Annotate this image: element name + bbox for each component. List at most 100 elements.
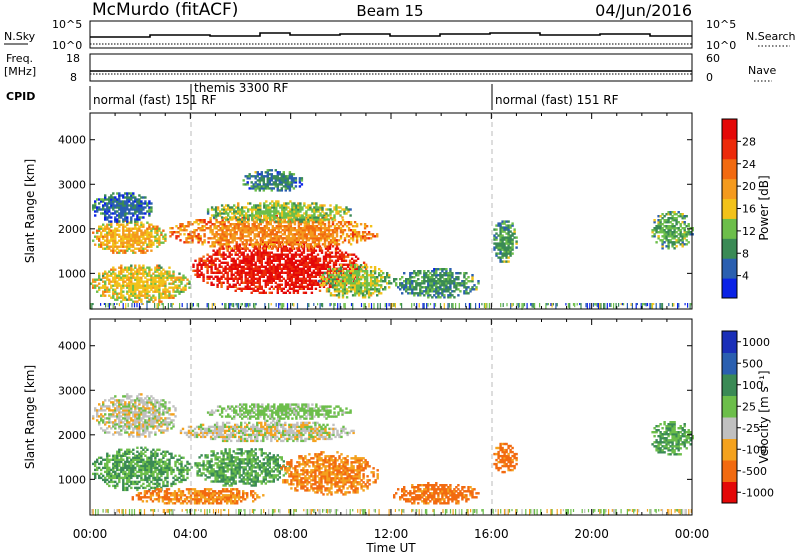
heatmap-cell — [370, 225, 372, 227]
heatmap-cell — [361, 303, 362, 307]
heatmap-cell — [401, 303, 402, 308]
heatmap-cell — [451, 303, 452, 308]
heatmap-cell — [419, 270, 421, 272]
heatmap-cell — [132, 192, 134, 194]
heatmap-cell — [457, 294, 459, 296]
heatmap-cell — [424, 303, 425, 309]
heatmap-cell — [222, 248, 224, 250]
heatmap-cell — [246, 247, 248, 249]
colorbar-segment — [722, 179, 737, 199]
heatmap-cell — [368, 231, 370, 233]
heatmap-cell — [453, 303, 454, 308]
heatmap-cell — [224, 303, 225, 308]
heatmap-cell — [545, 303, 546, 309]
heatmap-cell — [345, 212, 347, 214]
heatmap-cell — [159, 303, 160, 306]
heatmap-cell — [320, 303, 321, 309]
heatmap-cell — [340, 264, 342, 266]
heatmap-cell — [202, 274, 204, 276]
heatmap-cell — [593, 303, 594, 307]
heatmap-cell — [401, 292, 403, 294]
heatmap-cell — [179, 239, 181, 241]
heatmap-cell — [193, 233, 195, 235]
heatmap-cell — [677, 303, 678, 309]
heatmap-cell — [643, 303, 644, 305]
heatmap-cell — [228, 303, 229, 309]
heatmap-cell — [225, 208, 227, 210]
heatmap-cell — [459, 272, 461, 274]
heatmap-cell — [341, 216, 343, 218]
heatmap-cell — [134, 248, 136, 250]
y-tick-label: 2000 — [58, 223, 86, 236]
heatmap-cell — [171, 233, 173, 235]
heatmap-cell — [329, 266, 331, 268]
heatmap-cell — [292, 303, 293, 306]
heatmap-cell — [126, 216, 128, 218]
heatmap-cell — [233, 303, 234, 307]
heatmap-cell — [411, 282, 413, 284]
heatmap-cell — [328, 268, 330, 270]
heatmap-cell — [142, 216, 144, 218]
heatmap-cell — [465, 272, 467, 274]
freq-label: Freq. — [6, 52, 33, 65]
heatmap-cell — [511, 303, 512, 307]
heatmap-cell — [285, 202, 287, 204]
heatmap-cell — [331, 303, 332, 306]
heatmap-cell — [345, 268, 347, 270]
heatmap-cell — [513, 228, 515, 230]
heatmap-cell — [657, 235, 659, 237]
heatmap-cell — [104, 295, 106, 297]
heatmap-cell — [193, 303, 194, 307]
heatmap-cell — [405, 282, 407, 284]
heatmap-cell — [254, 247, 256, 249]
heatmap-cell — [255, 262, 257, 264]
heatmap-cell — [376, 233, 378, 235]
heatmap-cell — [134, 303, 135, 307]
heatmap-cell — [248, 223, 250, 225]
heatmap-cell — [675, 235, 677, 237]
heatmap-cell — [119, 303, 120, 306]
heatmap-cell — [435, 280, 437, 282]
heatmap-cell — [171, 227, 173, 229]
heatmap-cell — [302, 245, 304, 247]
heatmap-cell — [417, 278, 419, 280]
heatmap-cell — [158, 303, 159, 309]
heatmap-cell — [321, 303, 322, 307]
heatmap-cell — [345, 256, 347, 258]
cpid-label: CPID — [6, 90, 35, 103]
heatmap-cell — [224, 278, 226, 280]
heatmap-cell — [363, 303, 364, 309]
heatmap-cell — [301, 183, 303, 185]
heatmap-cell — [193, 221, 195, 223]
heatmap-cell — [199, 235, 201, 237]
heatmap-cell — [213, 303, 214, 306]
heatmap-cell — [388, 274, 390, 276]
heatmap-cell — [646, 303, 647, 306]
heatmap-cell — [467, 276, 469, 278]
heatmap-cell — [232, 303, 233, 307]
heatmap-cell — [470, 303, 471, 309]
heatmap-cell — [609, 303, 610, 307]
heatmap-cell — [589, 303, 590, 309]
heatmap-cell — [653, 303, 654, 305]
heatmap-cell — [123, 303, 124, 309]
colorbar-segment — [722, 238, 737, 258]
heatmap-cell — [113, 303, 114, 309]
heatmap-cell — [157, 303, 158, 309]
heatmap-cell — [557, 303, 558, 306]
heatmap-cell — [345, 206, 347, 208]
nave-tick-high: 60 — [706, 52, 720, 65]
heatmap-cell — [324, 272, 326, 274]
heatmap-cell — [317, 303, 318, 305]
heatmap-cell — [390, 282, 392, 284]
heatmap-cell — [394, 303, 395, 307]
heatmap-cell — [236, 241, 238, 243]
heatmap-cell — [668, 303, 669, 306]
heatmap-cell — [687, 303, 688, 308]
heatmap-cell — [495, 228, 497, 230]
heatmap-cell — [534, 303, 535, 309]
heatmap-cell — [118, 220, 120, 222]
heatmap-cell — [384, 286, 386, 288]
heatmap-cell — [134, 301, 136, 303]
